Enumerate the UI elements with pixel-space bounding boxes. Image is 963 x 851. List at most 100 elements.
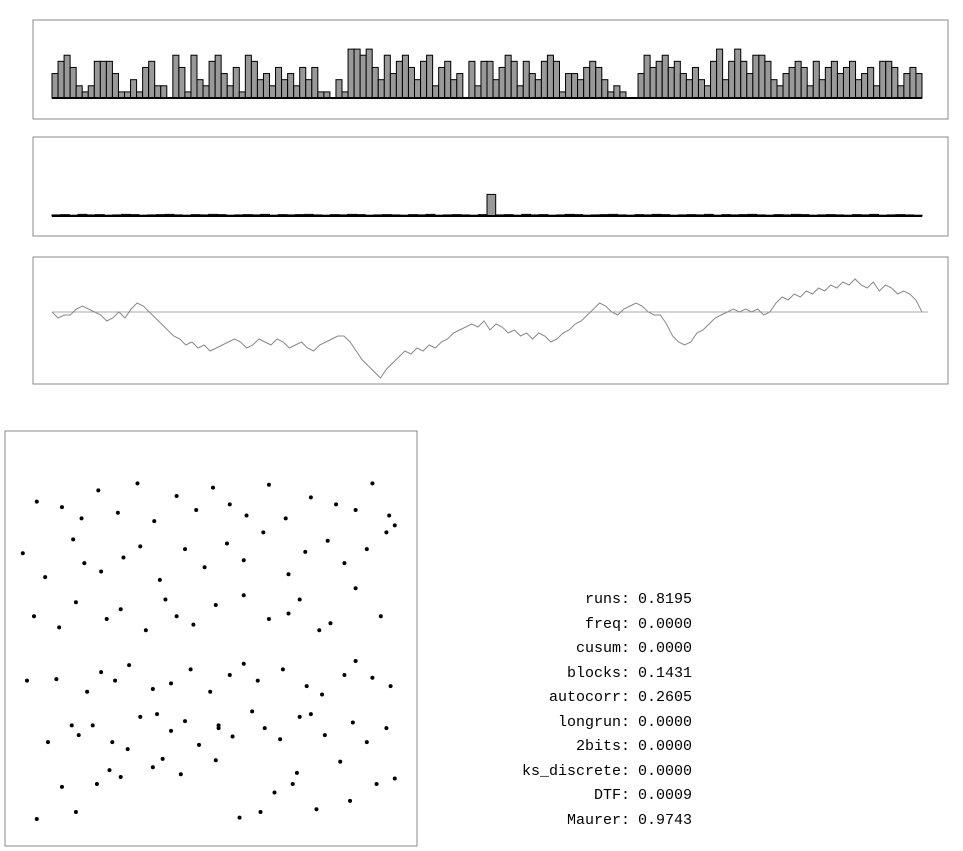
stat-name: Maurer: [566, 811, 630, 829]
point [183, 719, 188, 724]
stat-value: 0.0000 [638, 640, 693, 657]
point [197, 742, 201, 747]
bar [788, 66, 796, 99]
point [278, 737, 283, 742]
bar [232, 66, 240, 99]
bar [160, 85, 168, 99]
bar [867, 66, 875, 99]
bar [432, 85, 440, 99]
bar [873, 85, 881, 99]
bar [250, 60, 258, 99]
point [34, 499, 39, 504]
point [73, 600, 78, 605]
point [227, 502, 232, 507]
bar [486, 193, 497, 217]
bar [740, 60, 748, 99]
panel [4, 430, 418, 847]
point [174, 493, 179, 498]
point [261, 530, 266, 535]
point [384, 530, 389, 535]
stat-value: 0.9743 [638, 811, 693, 829]
bar [299, 66, 307, 99]
point [297, 714, 302, 719]
point [328, 621, 333, 626]
bar [637, 73, 645, 99]
bar [716, 48, 724, 99]
bar [262, 73, 271, 99]
point [107, 768, 112, 773]
point [150, 686, 155, 691]
bar [305, 79, 313, 99]
bar [178, 66, 186, 99]
bar [849, 60, 857, 99]
point [85, 689, 90, 694]
bar [794, 60, 802, 99]
bar [474, 85, 482, 99]
bar [842, 66, 850, 99]
bar [679, 73, 687, 99]
bar [414, 79, 422, 99]
point [76, 733, 81, 738]
bar [583, 66, 591, 99]
point [314, 807, 319, 812]
bar [504, 54, 512, 99]
bar [722, 79, 730, 99]
point [272, 790, 277, 795]
point [99, 670, 104, 675]
bar [190, 54, 198, 99]
stat-name: runs: [584, 591, 630, 608]
bar [595, 66, 603, 99]
bar [704, 85, 712, 99]
bar [498, 66, 506, 99]
bar [293, 85, 301, 99]
bar [202, 85, 210, 99]
point [388, 684, 393, 689]
stat-name: longrun: [557, 713, 630, 731]
point [138, 714, 143, 719]
point [169, 728, 174, 733]
point [73, 810, 78, 815]
bar [51, 73, 59, 99]
point [43, 575, 48, 580]
stat-value: 0.0000 [638, 615, 693, 633]
point [155, 712, 160, 717]
point [118, 775, 123, 780]
bar [456, 73, 464, 99]
bar [407, 66, 416, 99]
point [230, 734, 235, 739]
point [178, 772, 183, 777]
point [90, 723, 95, 728]
bar [450, 79, 458, 99]
point [24, 678, 29, 683]
point [322, 733, 327, 738]
bar [764, 60, 772, 99]
point [82, 561, 87, 566]
point [342, 672, 347, 677]
bar [655, 60, 663, 99]
bar [75, 85, 83, 99]
bar [861, 73, 869, 99]
bar [130, 79, 138, 99]
point [320, 692, 325, 697]
stat-value: 0.0000 [638, 713, 693, 731]
stat-row: freq: 0.0000 [440, 613, 692, 638]
bar [256, 79, 264, 99]
point [370, 675, 375, 680]
bar [577, 79, 585, 99]
bar [855, 79, 863, 99]
bar [208, 60, 216, 99]
point [304, 684, 309, 689]
point [227, 672, 232, 677]
point [59, 784, 64, 789]
stat-row: 2bits: 0.0000 [440, 735, 692, 760]
bar [812, 60, 820, 99]
bar [818, 79, 826, 99]
point [191, 622, 196, 627]
bar [643, 54, 651, 99]
walk-line [51, 278, 923, 379]
point [348, 798, 353, 803]
bar [353, 48, 361, 99]
point [370, 481, 375, 486]
bar [196, 79, 204, 99]
bar [359, 54, 367, 99]
